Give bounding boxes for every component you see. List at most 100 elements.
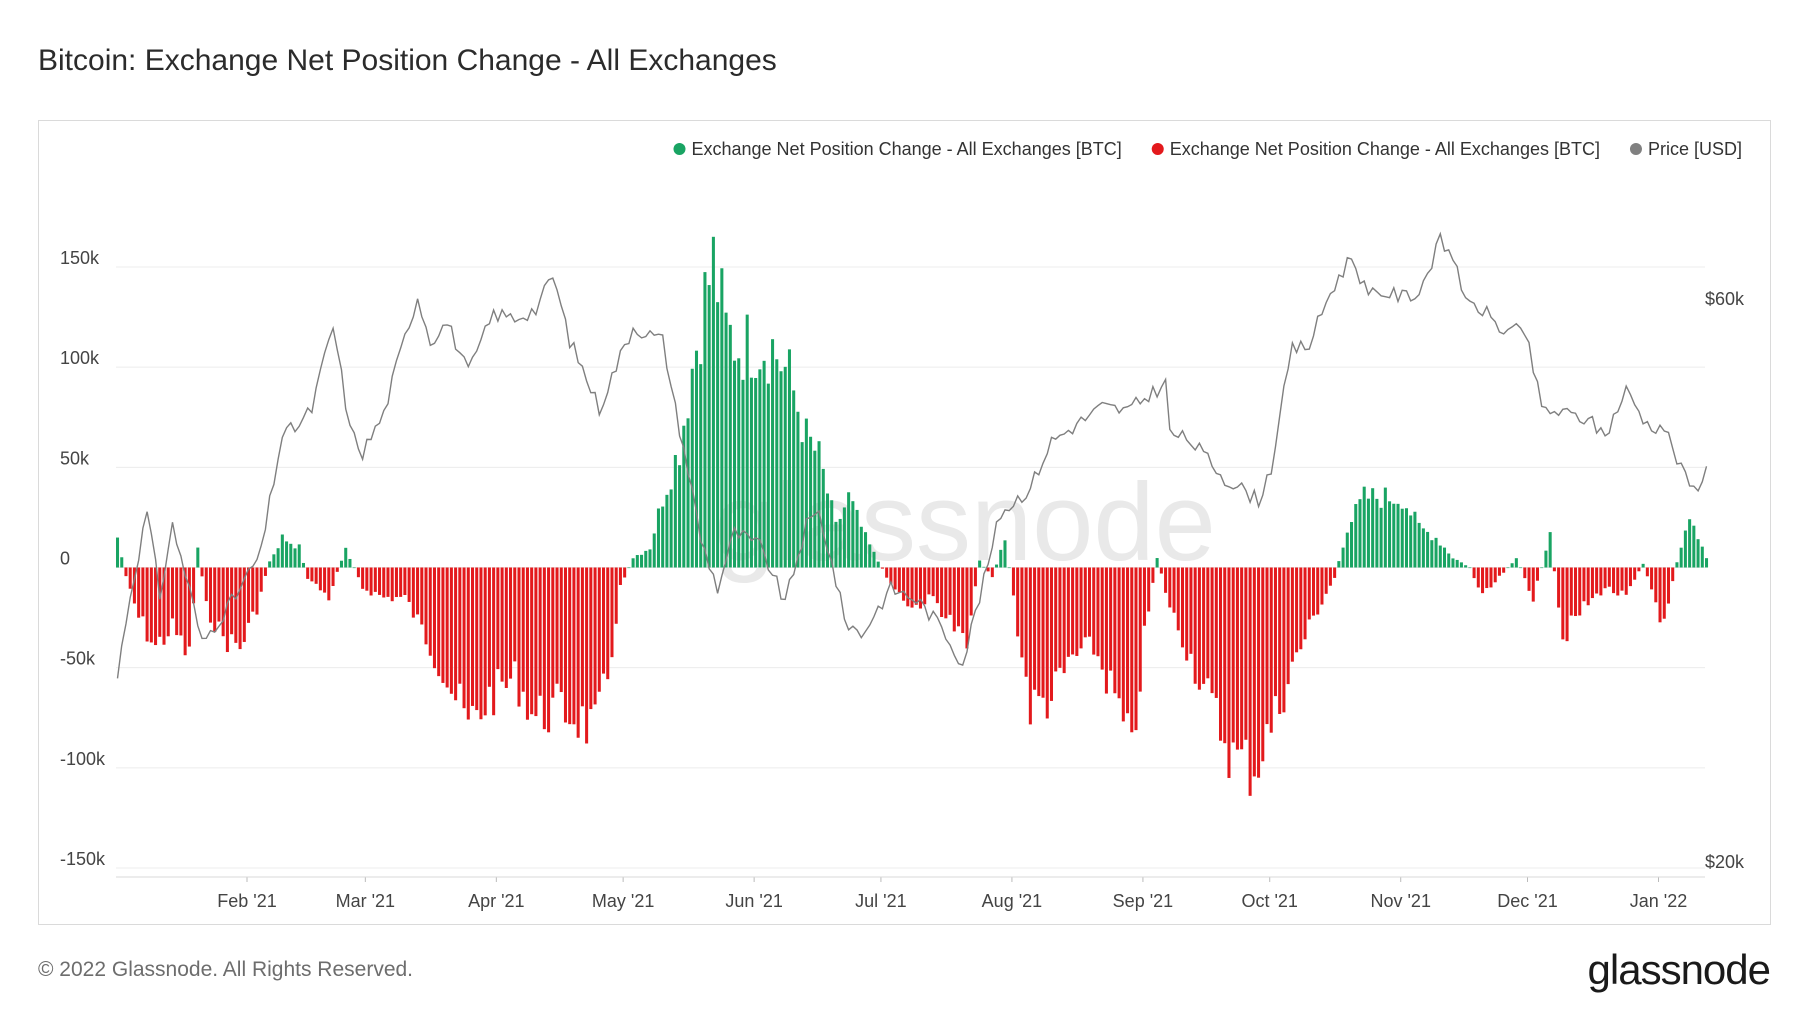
bar: [1037, 567, 1041, 697]
bar: [1041, 567, 1045, 698]
bar: [1434, 537, 1438, 568]
bar: [1489, 567, 1493, 588]
bar: [1003, 540, 1007, 568]
bar: [175, 567, 179, 636]
bar: [509, 567, 513, 679]
bar: [555, 567, 559, 684]
bar: [1214, 567, 1218, 698]
x-tick-label: Apr '21: [468, 891, 524, 911]
x-tick-label: Aug '21: [982, 891, 1043, 911]
x-tick-label: Jan '22: [1630, 891, 1687, 911]
bar: [1058, 567, 1062, 668]
bar: [1071, 567, 1075, 655]
bar: [162, 567, 166, 645]
bar: [116, 537, 120, 568]
bar: [893, 567, 897, 590]
bar: [834, 521, 838, 568]
bar: [1155, 558, 1159, 568]
bar: [885, 567, 889, 578]
bar: [1362, 486, 1366, 568]
bar: [602, 567, 606, 674]
bar: [1392, 503, 1396, 568]
bar: [339, 560, 344, 568]
bar: [1299, 567, 1303, 650]
bar: [1126, 567, 1130, 714]
bar: [1371, 488, 1375, 568]
bar: [1333, 567, 1337, 578]
bar: [403, 567, 407, 595]
bar: [1189, 567, 1193, 654]
bar: [973, 567, 977, 587]
bar: [1316, 567, 1320, 615]
bar: [1586, 567, 1590, 606]
bar: [889, 567, 893, 584]
bar: [1535, 567, 1539, 581]
bar: [1075, 567, 1079, 656]
bar: [432, 567, 436, 669]
bar: [627, 567, 631, 569]
bar: [563, 567, 567, 723]
bar: [420, 567, 424, 625]
bar: [1442, 547, 1447, 568]
bar: [1210, 567, 1214, 694]
bar: [1138, 567, 1142, 692]
bar: [1083, 567, 1087, 638]
bar: [1481, 567, 1485, 594]
bar: [352, 567, 356, 569]
legend-marker: [1629, 143, 1642, 155]
bar: [1142, 567, 1146, 626]
bar: [1658, 567, 1662, 623]
bar: [492, 567, 496, 716]
bar: [969, 567, 973, 616]
bar: [1147, 567, 1151, 612]
bar: [859, 526, 863, 568]
bar: [1628, 567, 1632, 587]
bar: [327, 567, 331, 601]
bar: [1696, 539, 1700, 568]
bar: [1104, 567, 1108, 694]
x-tick-label: Oct '21: [1241, 891, 1297, 911]
price-line: [116, 231, 1708, 679]
bar: [170, 567, 174, 619]
bar: [1573, 567, 1578, 617]
bar: [1451, 558, 1455, 568]
bar: [525, 567, 529, 720]
bar: [1328, 567, 1332, 586]
bar: [132, 567, 136, 604]
x-tick-label: May '21: [592, 891, 654, 911]
bar: [1134, 567, 1138, 731]
bar: [749, 377, 753, 568]
bar: [251, 567, 255, 612]
bar: [880, 567, 884, 569]
bar: [635, 555, 639, 568]
bar: [952, 567, 956, 632]
bar: [513, 567, 517, 662]
bar: [1620, 567, 1624, 591]
bar: [1197, 567, 1201, 690]
bar: [1265, 567, 1269, 725]
bar: [1248, 567, 1252, 796]
bar: [1151, 567, 1155, 583]
bar: [124, 567, 128, 577]
bar: [927, 567, 931, 595]
bar: [978, 560, 982, 568]
bar: [323, 567, 327, 593]
bar: [851, 501, 855, 568]
bar: [1016, 567, 1020, 637]
bar: [1552, 567, 1556, 572]
bar: [809, 436, 813, 568]
bar: [1603, 567, 1607, 589]
bar: [213, 567, 217, 632]
bar: [623, 567, 627, 578]
bar: [1421, 528, 1425, 568]
bar: [961, 567, 965, 634]
bar: [1358, 499, 1362, 568]
legend-label: Exchange Net Position Change - All Excha…: [692, 139, 1122, 159]
bar: [597, 567, 601, 692]
bar: [842, 507, 846, 568]
legend-label: Exchange Net Position Change - All Excha…: [1170, 139, 1600, 159]
bar: [1345, 532, 1349, 568]
bar: [766, 383, 770, 568]
x-tick-label: Nov '21: [1370, 891, 1430, 911]
bar: [1523, 567, 1527, 579]
